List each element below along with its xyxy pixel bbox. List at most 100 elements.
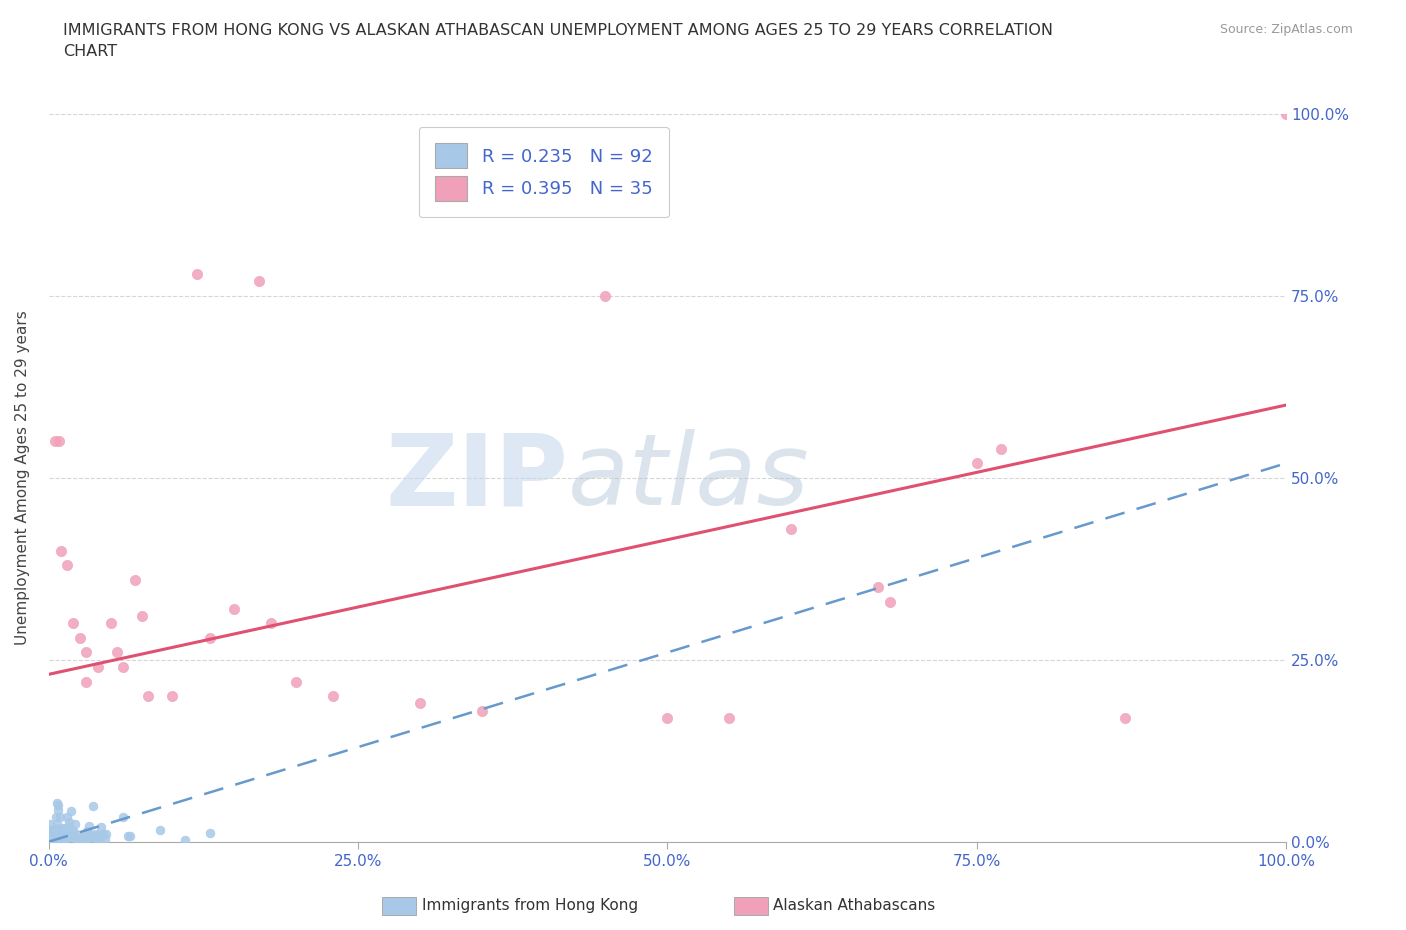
Point <box>80 830 103 844</box>
Point <box>879 594 901 609</box>
Point <box>39 823 62 838</box>
Point <box>58 829 80 844</box>
Point <box>46 829 69 844</box>
Point <box>59 830 82 844</box>
Point <box>42 826 65 841</box>
Point <box>44 810 66 825</box>
Point <box>62 616 84 631</box>
Point <box>48 830 70 845</box>
Point <box>162 689 184 704</box>
Point <box>73 830 96 844</box>
Point <box>718 711 741 725</box>
Point <box>39 817 62 831</box>
Point <box>56 558 79 573</box>
Point <box>75 645 97 660</box>
Point <box>87 830 110 844</box>
Point <box>1275 107 1298 122</box>
Point <box>149 823 172 838</box>
Point <box>77 830 100 845</box>
Point <box>46 828 69 843</box>
Point <box>966 456 988 471</box>
Point <box>73 833 96 848</box>
Point <box>41 834 63 849</box>
Point <box>42 833 65 848</box>
Point <box>58 819 80 834</box>
Text: ZIP: ZIP <box>385 430 568 526</box>
Point <box>48 434 70 449</box>
Point <box>322 689 344 704</box>
Point <box>285 674 308 689</box>
Y-axis label: Unemployment Among Ages 25 to 29 years: Unemployment Among Ages 25 to 29 years <box>15 311 30 645</box>
Point <box>56 820 79 835</box>
Point <box>38 832 60 847</box>
Point <box>45 830 67 845</box>
Point <box>87 659 110 674</box>
Point <box>48 821 70 836</box>
Text: Alaskan Athabascans: Alaskan Athabascans <box>773 898 935 913</box>
Point <box>86 832 108 847</box>
Point <box>111 659 134 674</box>
Point <box>44 831 66 846</box>
Point <box>55 825 77 840</box>
Point <box>409 696 432 711</box>
Point <box>65 830 87 845</box>
Point <box>42 828 65 843</box>
Point <box>44 826 66 841</box>
Point <box>62 828 84 843</box>
Point <box>76 823 98 838</box>
Point <box>120 829 142 844</box>
Point <box>90 819 112 834</box>
Point <box>124 572 146 587</box>
Point <box>80 828 103 843</box>
Point <box>41 834 63 849</box>
Point <box>91 827 114 842</box>
Point <box>56 810 79 825</box>
Point <box>89 831 111 846</box>
Point <box>53 830 76 845</box>
Point <box>84 827 107 842</box>
Point <box>49 543 72 558</box>
Point <box>260 616 283 631</box>
Point <box>131 608 153 623</box>
Point <box>52 832 75 847</box>
Text: CHART: CHART <box>63 44 117 59</box>
Point <box>38 830 60 844</box>
Point <box>51 834 73 849</box>
Point <box>111 810 134 825</box>
Point <box>38 833 60 848</box>
Point <box>198 826 221 841</box>
Point <box>39 832 62 847</box>
Point <box>46 798 69 813</box>
Point <box>100 616 122 631</box>
Point <box>1114 711 1136 725</box>
Point <box>82 799 104 814</box>
Point <box>44 434 66 449</box>
Point <box>186 267 208 282</box>
Point <box>42 826 65 841</box>
Point <box>198 631 221 645</box>
Point <box>51 833 73 848</box>
Point <box>44 831 66 846</box>
Point <box>657 711 679 725</box>
Point <box>56 828 79 843</box>
Point <box>41 831 63 846</box>
Point <box>44 829 66 844</box>
Text: atlas: atlas <box>568 430 810 526</box>
Point <box>49 834 72 849</box>
Point <box>65 826 87 841</box>
Point <box>51 820 73 835</box>
Point <box>224 602 246 617</box>
Point <box>62 824 84 839</box>
Point <box>66 832 89 847</box>
Point <box>46 826 69 841</box>
Point <box>117 829 139 844</box>
Point <box>69 631 91 645</box>
Point <box>65 817 87 831</box>
Point <box>73 827 96 842</box>
Point <box>136 689 159 704</box>
Point <box>471 703 494 718</box>
Point <box>866 579 889 594</box>
Point <box>75 674 97 689</box>
Point <box>58 815 80 830</box>
Point <box>53 820 76 835</box>
